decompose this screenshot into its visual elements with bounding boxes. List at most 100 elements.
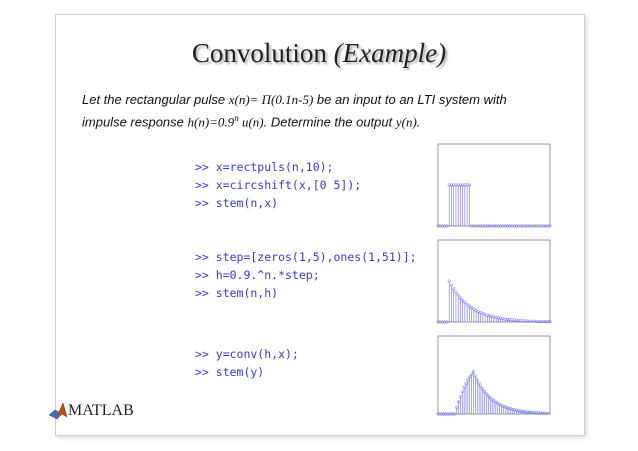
stem [527, 410, 532, 414]
stem [543, 224, 548, 228]
stem [449, 412, 453, 416]
stem [464, 381, 468, 414]
stem-marker [462, 385, 466, 389]
stem [465, 302, 469, 322]
stem-marker [546, 224, 550, 228]
stem [470, 224, 474, 228]
stem [539, 224, 543, 228]
stem-marker [514, 224, 518, 228]
stem-marker [501, 317, 505, 321]
stem-marker [516, 409, 520, 413]
stem [523, 224, 527, 228]
stem [505, 317, 509, 322]
stem [528, 319, 532, 323]
stem [509, 407, 513, 414]
stem [514, 318, 518, 322]
stem [460, 390, 464, 414]
stem [520, 409, 524, 414]
stem [438, 320, 442, 324]
stem-marker [514, 318, 518, 322]
stem [454, 183, 458, 226]
stem-marker [520, 409, 524, 413]
code-line: >> step=[zeros(1,5),ones(1,51)]; [195, 250, 417, 264]
stem [519, 319, 523, 323]
stem-marker [512, 224, 516, 228]
stem-marker [539, 320, 543, 324]
stem-marker [543, 224, 548, 228]
stem [496, 224, 501, 228]
stem-marker [464, 381, 468, 386]
stem-marker [487, 224, 492, 228]
stem-marker [468, 375, 472, 379]
stem [531, 411, 535, 415]
stem [503, 317, 507, 322]
stem-marker [542, 411, 546, 415]
stem-marker [463, 183, 467, 187]
stem [514, 224, 518, 228]
stem [512, 408, 517, 414]
stem-marker [494, 224, 498, 228]
stem-marker [505, 317, 509, 322]
stem [541, 320, 545, 324]
stem [443, 320, 447, 324]
stem [535, 411, 539, 415]
stem [484, 392, 489, 414]
stem-marker [473, 374, 477, 378]
stem [517, 224, 521, 228]
stem-marker [537, 320, 541, 324]
stem-marker [532, 224, 536, 228]
stem [526, 319, 530, 323]
stem [470, 372, 474, 414]
stem-marker [546, 411, 550, 415]
stem-marker [456, 293, 460, 297]
stem-marker [529, 410, 533, 414]
stem-marker [472, 224, 476, 228]
stem [479, 224, 483, 228]
stem-marker [443, 412, 448, 416]
code-line: >> h=0.9.^n.*step; [195, 268, 320, 282]
stem-marker [461, 183, 465, 187]
stem-marker [533, 411, 537, 415]
stem-marker [481, 387, 485, 391]
stem-marker [447, 183, 451, 187]
stem [499, 316, 503, 322]
stem [440, 320, 445, 324]
stem [523, 319, 527, 323]
stem-marker [467, 183, 471, 187]
stem [501, 404, 505, 414]
stem-marker [487, 314, 492, 318]
math: u(n) [238, 114, 264, 130]
text: impulse response [82, 114, 188, 130]
stem-marker [509, 407, 513, 411]
stem [537, 224, 541, 228]
stem-marker [521, 224, 525, 228]
stem-marker [485, 224, 489, 228]
stem-marker [524, 410, 528, 414]
stem [466, 378, 470, 414]
stem-marker [461, 298, 465, 302]
stem [505, 406, 509, 414]
stem [519, 224, 523, 228]
stem [496, 316, 501, 322]
stem-marker [499, 403, 504, 407]
stem-marker [512, 408, 517, 412]
logo: MATLAB [68, 402, 134, 419]
stem [526, 224, 530, 228]
stem [458, 296, 462, 322]
stem-marker [438, 320, 442, 324]
stem [521, 319, 525, 323]
stem-marker [442, 412, 446, 416]
stem [537, 411, 541, 415]
stem [468, 375, 472, 414]
stem-marker [503, 317, 507, 321]
stem-marker [530, 224, 534, 228]
stem [487, 224, 492, 228]
stem [445, 320, 449, 324]
stem [530, 319, 534, 323]
stem-marker [443, 224, 447, 228]
stem-marker [492, 315, 496, 319]
stem [492, 315, 496, 322]
math: x(n)= [228, 92, 262, 107]
stem [518, 409, 522, 414]
